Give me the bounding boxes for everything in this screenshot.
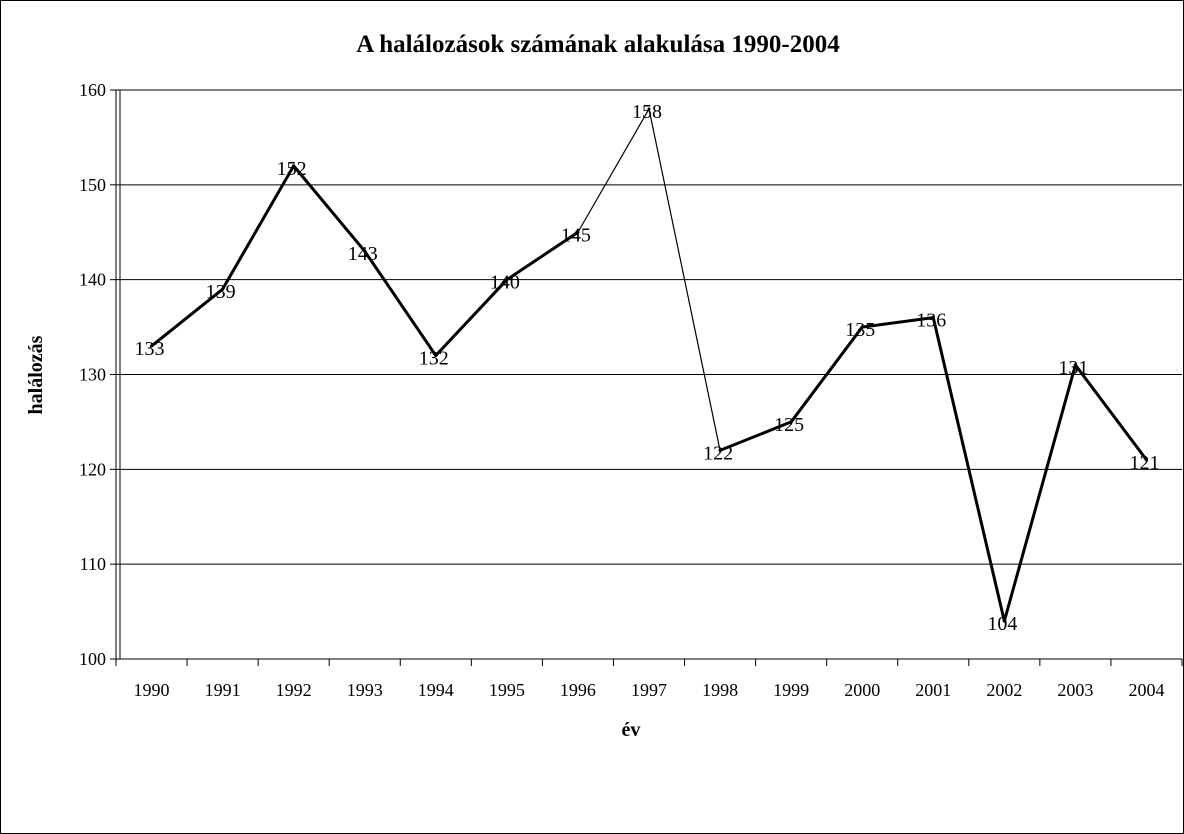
x-tick-label: 1992 — [276, 680, 312, 700]
data-label: 135 — [845, 319, 875, 341]
x-tick-label: 1994 — [418, 680, 454, 700]
series-line-segment — [789, 325, 864, 424]
data-point — [292, 164, 296, 168]
data-label: 139 — [206, 281, 236, 303]
y-axis-title: halálozás — [25, 335, 47, 414]
x-tick-label: 2000 — [844, 680, 880, 700]
x-tick-label: 1998 — [702, 680, 738, 700]
chart-title: A halálozások számának alakulása 1990-20… — [356, 31, 840, 58]
series-line-segment — [434, 278, 509, 358]
y-tick-label: 130 — [79, 365, 106, 385]
y-tick-label: 140 — [79, 270, 106, 290]
data-point — [505, 278, 509, 282]
series-line-segment — [292, 164, 367, 253]
data-point — [718, 448, 722, 452]
y-tick-label: 160 — [79, 80, 106, 100]
data-label: 158 — [632, 101, 662, 123]
data-label: 140 — [490, 272, 520, 294]
series-line-segment — [931, 316, 1006, 623]
y-tick-label: 120 — [79, 459, 106, 479]
series-line-segment — [1002, 363, 1077, 623]
data-point — [434, 354, 438, 358]
data-point — [576, 230, 580, 234]
series-line-group — [150, 107, 1148, 623]
data-point — [1144, 458, 1148, 462]
data-label: 125 — [774, 414, 804, 436]
x-tick-label: 2002 — [986, 680, 1022, 700]
data-label: 104 — [987, 613, 1017, 635]
x-tick-label: 1990 — [134, 680, 170, 700]
data-label: 133 — [135, 338, 165, 360]
series-line-segment — [505, 230, 580, 282]
data-point — [363, 249, 367, 253]
x-tick-label: 2003 — [1057, 680, 1093, 700]
series-line-segment — [1073, 363, 1148, 462]
x-tick-label: 1999 — [773, 680, 809, 700]
gridlines — [116, 89, 1182, 565]
series-line-segment — [150, 287, 225, 348]
data-label: 143 — [348, 243, 378, 265]
x-axis-title: év — [622, 719, 641, 741]
data-labels: 133 139 152 143 132 140 145 158 122 125 135 136 104 1… — [135, 101, 1160, 635]
series-line-segment — [577, 108, 650, 233]
data-label: 152 — [277, 158, 307, 180]
data-label: 121 — [1129, 452, 1159, 474]
series-line-segment — [718, 420, 793, 452]
x-tick-label: 1995 — [489, 680, 525, 700]
data-point — [931, 316, 935, 320]
data-point — [1073, 363, 1077, 367]
data-point — [1002, 619, 1006, 623]
data-point — [150, 344, 154, 348]
series-line-segment — [648, 108, 721, 451]
data-label: 136 — [916, 310, 946, 332]
data-label: 131 — [1058, 357, 1088, 379]
series-line-segment — [221, 164, 296, 291]
data-label: 122 — [703, 442, 733, 464]
series-line-segment — [363, 249, 438, 358]
series-line-segment — [860, 316, 935, 329]
x-tick-label: 2004 — [1128, 680, 1164, 700]
data-label: 132 — [419, 348, 449, 370]
x-tick-label: 1993 — [347, 680, 383, 700]
data-point — [789, 420, 793, 424]
x-tick-label: 1991 — [205, 680, 241, 700]
x-tick-label: 2001 — [915, 680, 951, 700]
x-tick-label: 1997 — [631, 680, 667, 700]
y-tick-label: 150 — [79, 175, 106, 195]
axes: 100 110 120 130 140 150 160 1990 1991 1992 1993 199… — [79, 80, 1183, 700]
data-point — [647, 107, 651, 111]
data-point — [221, 287, 225, 291]
x-tick-label: 1996 — [560, 680, 596, 700]
data-point — [860, 325, 864, 329]
y-tick-label: 110 — [80, 554, 106, 574]
data-label: 145 — [561, 224, 591, 246]
y-tick-label: 100 — [79, 649, 106, 669]
